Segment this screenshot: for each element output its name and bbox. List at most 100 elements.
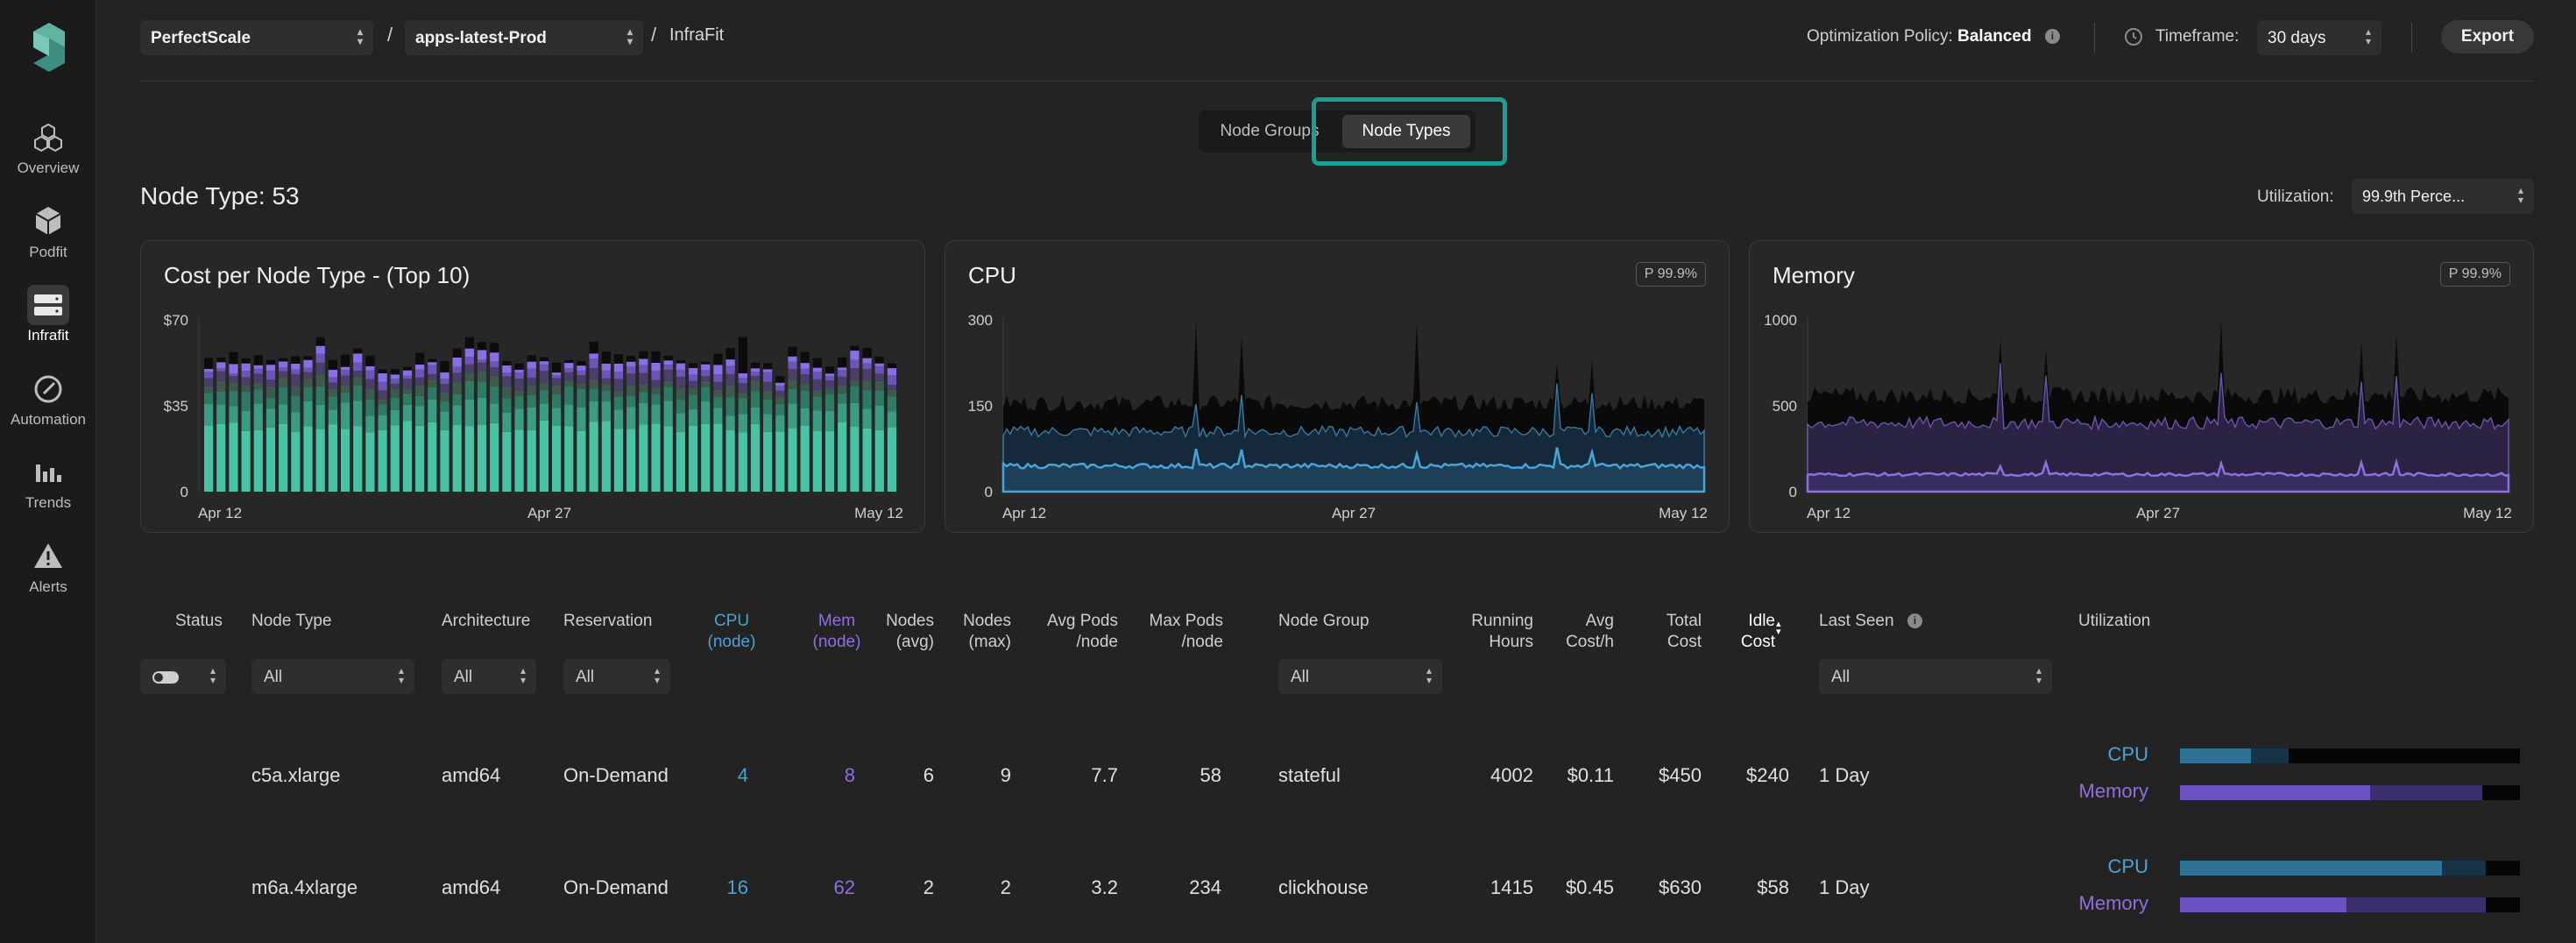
timeframe-label: Timeframe: bbox=[2155, 27, 2240, 46]
cost-bar-segment bbox=[824, 410, 835, 432]
cost-bar-segment bbox=[750, 362, 761, 369]
updown-icon: ▴ ▾ bbox=[654, 664, 660, 686]
last-seen-filter[interactable]: All ▴ ▾ bbox=[1819, 659, 2052, 694]
cost-bar-segment bbox=[229, 376, 238, 383]
cpu-util-bar bbox=[2180, 748, 2520, 763]
col-nodes-avg[interactable]: Nodes (avg) bbox=[876, 611, 934, 653]
cost-bar-segment bbox=[365, 355, 375, 366]
sort-desc-icon[interactable]: ▴ ▾ bbox=[1776, 619, 1781, 637]
cost-bar-segment bbox=[663, 360, 673, 365]
cost-bar-segment bbox=[639, 384, 648, 393]
cost-bar-segment bbox=[452, 348, 462, 358]
filter-value: All bbox=[264, 668, 283, 686]
cost-bar-segment bbox=[713, 381, 723, 390]
col-reservation[interactable]: Reservation bbox=[563, 612, 653, 630]
cost-bar-segment bbox=[552, 362, 562, 373]
cost-bar-segment bbox=[477, 397, 487, 425]
cost-bar-segment bbox=[738, 372, 747, 379]
col-node-type[interactable]: Node Type bbox=[251, 612, 332, 630]
reservation-filter[interactable]: All ▴ ▾ bbox=[563, 659, 670, 694]
cost-bar-segment bbox=[824, 394, 835, 411]
org-select[interactable]: PerfectScale ▴ ▾ bbox=[140, 20, 373, 55]
col-avg-cost[interactable]: Avg Cost/h bbox=[1547, 611, 1614, 653]
col-mem-l1: Mem bbox=[817, 612, 856, 630]
node-type-filter[interactable]: All ▴ ▾ bbox=[251, 659, 414, 694]
tab-node-types[interactable]: Node Types bbox=[1342, 115, 1470, 148]
cell-node-group: clickhouse bbox=[1278, 876, 1369, 898]
status-filter[interactable]: ▴ ▾ bbox=[140, 659, 226, 694]
col-cpu[interactable]: CPU (node) bbox=[692, 611, 771, 653]
cost-bar-segment bbox=[464, 348, 474, 358]
cost-bar-segment bbox=[514, 429, 524, 492]
cost-bar-segment bbox=[639, 358, 648, 365]
utilization-select[interactable]: 99.9th Perce... ▴ ▾ bbox=[2352, 179, 2534, 214]
col-max-pods-l2: /node bbox=[1181, 633, 1223, 651]
col-nodes-max[interactable]: Nodes (max) bbox=[953, 611, 1011, 653]
cost-bar-segment bbox=[390, 397, 400, 410]
col-running-hours[interactable]: Running Hours bbox=[1454, 611, 1533, 653]
cost-bar-segment bbox=[527, 361, 536, 369]
cost-bar-segment bbox=[428, 362, 437, 365]
tab-node-groups[interactable]: Node Groups bbox=[1220, 122, 1320, 140]
info-icon[interactable]: i bbox=[1907, 613, 1922, 629]
col-max-pods[interactable]: Max Pods /node bbox=[1136, 611, 1223, 653]
nav-podfit[interactable]: Podfit bbox=[0, 202, 96, 272]
info-icon[interactable]: i bbox=[2044, 29, 2060, 45]
cost-bar-segment bbox=[874, 373, 884, 381]
col-node-group[interactable]: Node Group bbox=[1278, 612, 1369, 630]
cost-bar-segment bbox=[775, 415, 785, 432]
cpu-chart[interactable]: 300 150 0 Apr 12 Apr 27 May 12 bbox=[945, 241, 1730, 534]
nav-automation[interactable]: Automation bbox=[0, 369, 96, 439]
cost-bar-segment bbox=[428, 400, 437, 422]
cost-bar-segment bbox=[688, 374, 698, 381]
cost-bar-segment bbox=[265, 370, 276, 380]
architecture-filter[interactable]: All ▴ ▾ bbox=[442, 659, 536, 694]
cost-bar-segment bbox=[378, 415, 387, 430]
col-total-cost[interactable]: Total Cost bbox=[1635, 611, 1702, 653]
cost-bar-segment bbox=[241, 391, 251, 411]
cluster-select[interactable]: apps-latest-Prod ▴ ▾ bbox=[405, 20, 643, 55]
cost-bar-segment bbox=[204, 358, 214, 369]
nav-infrafit[interactable]: Infrafit bbox=[0, 285, 96, 355]
nav-alerts[interactable]: Alerts bbox=[0, 536, 96, 606]
col-mem[interactable]: Mem (node) bbox=[797, 611, 876, 653]
cost-bar-segment bbox=[713, 389, 723, 398]
col-utilization: Utilization bbox=[2078, 612, 2151, 630]
cost-bar-segment bbox=[353, 426, 363, 492]
memory-chart[interactable]: 1000 500 0 Apr 12 Apr 27 May 12 bbox=[1750, 241, 2535, 534]
col-idle-l2: Cost bbox=[1740, 633, 1775, 651]
optimization-policy[interactable]: Optimization Policy: Balanced i bbox=[1807, 27, 2060, 46]
export-button[interactable]: Export bbox=[2441, 20, 2534, 53]
cell-reservation: On-Demand bbox=[563, 764, 669, 786]
cost-bar-segment bbox=[204, 378, 214, 386]
cost-bar-segment bbox=[477, 350, 487, 360]
cost-bar-segment bbox=[601, 401, 611, 422]
cell-avg-cost: $0.11 bbox=[1567, 764, 1614, 786]
cost-bar-segment bbox=[229, 382, 238, 392]
cost-bar-segment bbox=[725, 359, 735, 366]
cost-bar-segment bbox=[291, 412, 301, 432]
col-status[interactable]: Status bbox=[175, 612, 223, 630]
cost-bar-segment bbox=[564, 363, 574, 369]
col-last-seen[interactable]: Last Seen i bbox=[1819, 611, 1922, 632]
cost-bar-segment bbox=[577, 388, 586, 408]
policy-label: Optimization Policy: bbox=[1807, 27, 1953, 46]
col-idle-cost[interactable]: Idle Cost bbox=[1717, 611, 1775, 653]
timeframe-select[interactable]: 30 days ▴ ▾ bbox=[2257, 20, 2381, 55]
cell-idle-cost: $240 bbox=[1746, 764, 1789, 786]
cpu-util-label: CPU bbox=[2107, 743, 2148, 765]
col-avg-pods[interactable]: Avg Pods /node bbox=[1034, 611, 1118, 653]
cost-bar-segment bbox=[552, 375, 562, 379]
perfectscale-logo[interactable] bbox=[30, 21, 68, 74]
nav-trends[interactable]: Trends bbox=[0, 452, 96, 522]
node-group-filter[interactable]: All ▴ ▾ bbox=[1278, 659, 1442, 694]
col-architecture[interactable]: Architecture bbox=[442, 612, 531, 630]
cost-bar-segment bbox=[701, 361, 711, 365]
cost-chart[interactable]: $70 $35 0 Apr 12 Apr 27 May 12 bbox=[141, 241, 926, 534]
cost-bar-segment bbox=[216, 404, 226, 424]
nav-overview[interactable]: Overview bbox=[0, 117, 96, 188]
cost-bar-segment bbox=[763, 381, 773, 391]
cost-bar-segment bbox=[788, 428, 797, 492]
cost-bar-segment bbox=[713, 353, 723, 365]
col-max-pods-l1: Max Pods bbox=[1149, 612, 1223, 630]
